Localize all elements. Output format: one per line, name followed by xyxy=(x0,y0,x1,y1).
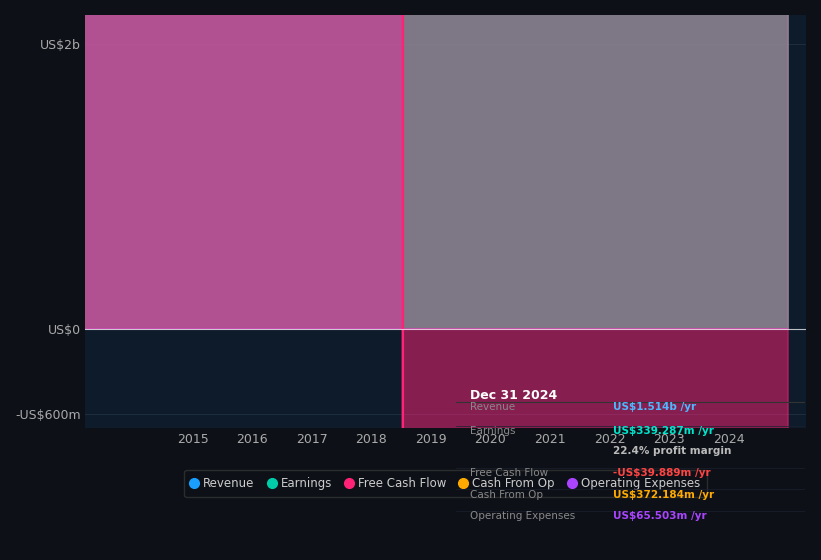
Text: Earnings: Earnings xyxy=(470,426,515,436)
Text: Revenue: Revenue xyxy=(470,402,515,412)
Text: Dec 31 2024: Dec 31 2024 xyxy=(470,389,557,402)
Text: US$65.503m /yr: US$65.503m /yr xyxy=(612,511,706,521)
Text: US$372.184m /yr: US$372.184m /yr xyxy=(612,489,713,500)
Text: -US$39.889m /yr: -US$39.889m /yr xyxy=(612,468,710,478)
Legend: Revenue, Earnings, Free Cash Flow, Cash From Op, Operating Expenses: Revenue, Earnings, Free Cash Flow, Cash … xyxy=(185,470,707,497)
Text: Operating Expenses: Operating Expenses xyxy=(470,511,575,521)
Text: US$339.287m /yr: US$339.287m /yr xyxy=(612,426,713,436)
Text: Free Cash Flow: Free Cash Flow xyxy=(470,468,548,478)
Text: US$1.514b /yr: US$1.514b /yr xyxy=(612,402,695,412)
Text: Cash From Op: Cash From Op xyxy=(470,489,543,500)
Text: 22.4% profit margin: 22.4% profit margin xyxy=(612,446,731,456)
